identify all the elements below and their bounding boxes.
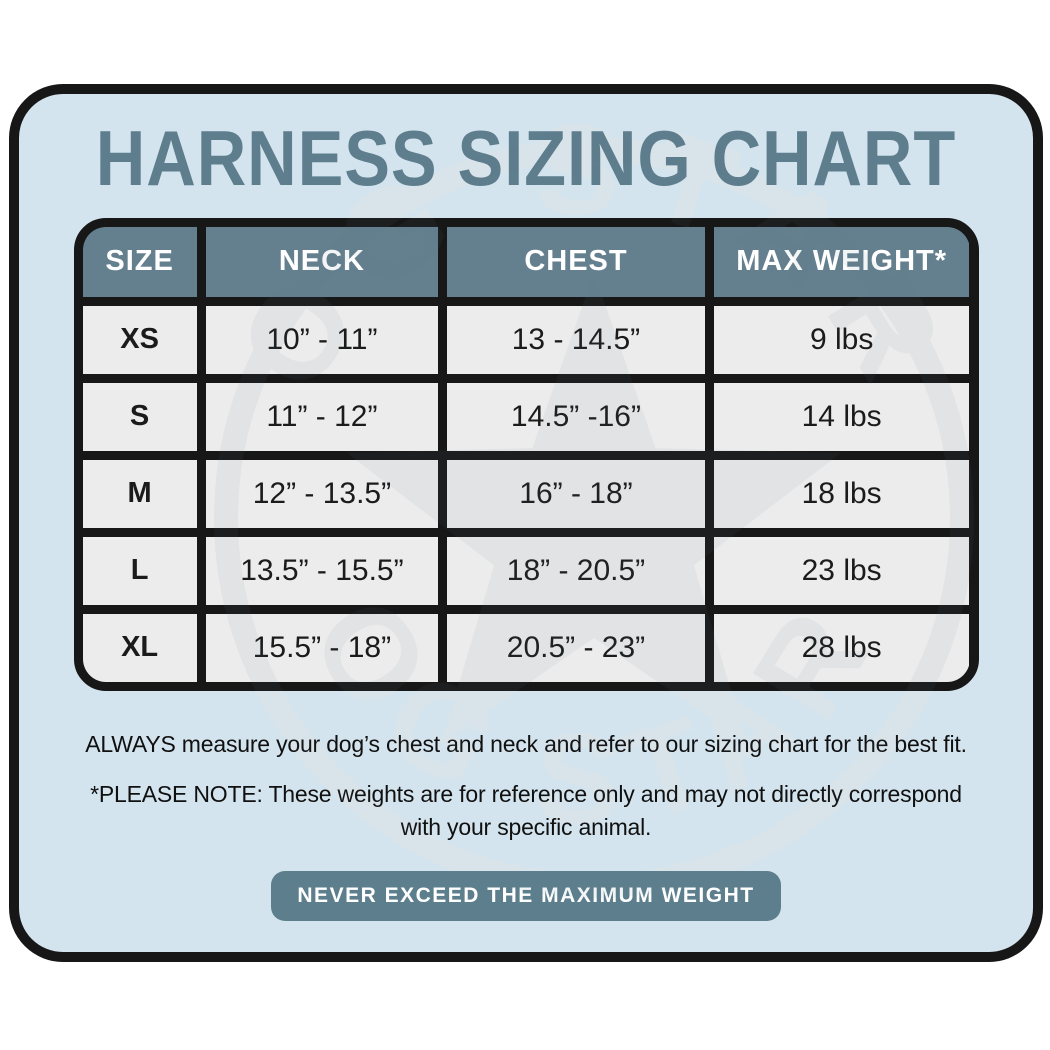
column-header-neck: NECK [205, 226, 439, 297]
cell-neck-m: 12” - 13.5” [205, 459, 439, 528]
cell-size-xl: XL [82, 613, 197, 682]
column-header-max-weight: MAX WEIGHT* [713, 226, 970, 297]
max-weight-warning-badge: NEVER EXCEED THE MAXIMUM WEIGHT [271, 870, 781, 921]
cell-chest-xl: 20.5” - 23” [447, 613, 705, 682]
cell-size-l: L [82, 536, 197, 605]
please-note: *PLEASE NOTE: These weights are for refe… [76, 778, 976, 845]
cell-neck-l: 13.5” - 15.5” [205, 536, 439, 605]
cell-max-weight-xl: 28 lbs [713, 613, 970, 682]
cell-max-weight-m: 18 lbs [713, 459, 970, 528]
column-header-chest: CHEST [447, 226, 705, 297]
cell-neck-xl: 15.5” - 18” [205, 613, 439, 682]
page-title: HARNESS SIZING CHART [95, 114, 957, 202]
cell-chest-s: 14.5” -16” [447, 382, 705, 451]
cell-chest-l: 18” - 20.5” [447, 536, 705, 605]
sizing-card: DOG STARS DOG STARS HARNESS SIZING CHART… [9, 84, 1043, 962]
cell-neck-s: 11” - 12” [205, 382, 439, 451]
cell-neck-xs: 10” - 11” [205, 305, 439, 374]
measure-note: ALWAYS measure your dog’s chest and neck… [31, 731, 1021, 758]
harness-sizing-table: SIZE NECK CHEST MAX WEIGHT* XS 10” - 11”… [73, 217, 979, 691]
cell-max-weight-l: 23 lbs [713, 536, 970, 605]
cell-chest-xs: 13 - 14.5” [447, 305, 705, 374]
cell-chest-m: 16” - 18” [447, 459, 705, 528]
cell-max-weight-s: 14 lbs [713, 382, 970, 451]
cell-max-weight-xs: 9 lbs [713, 305, 970, 374]
cell-size-s: S [82, 382, 197, 451]
column-header-size: SIZE [82, 226, 197, 297]
cell-size-m: M [82, 459, 197, 528]
cell-size-xs: XS [82, 305, 197, 374]
